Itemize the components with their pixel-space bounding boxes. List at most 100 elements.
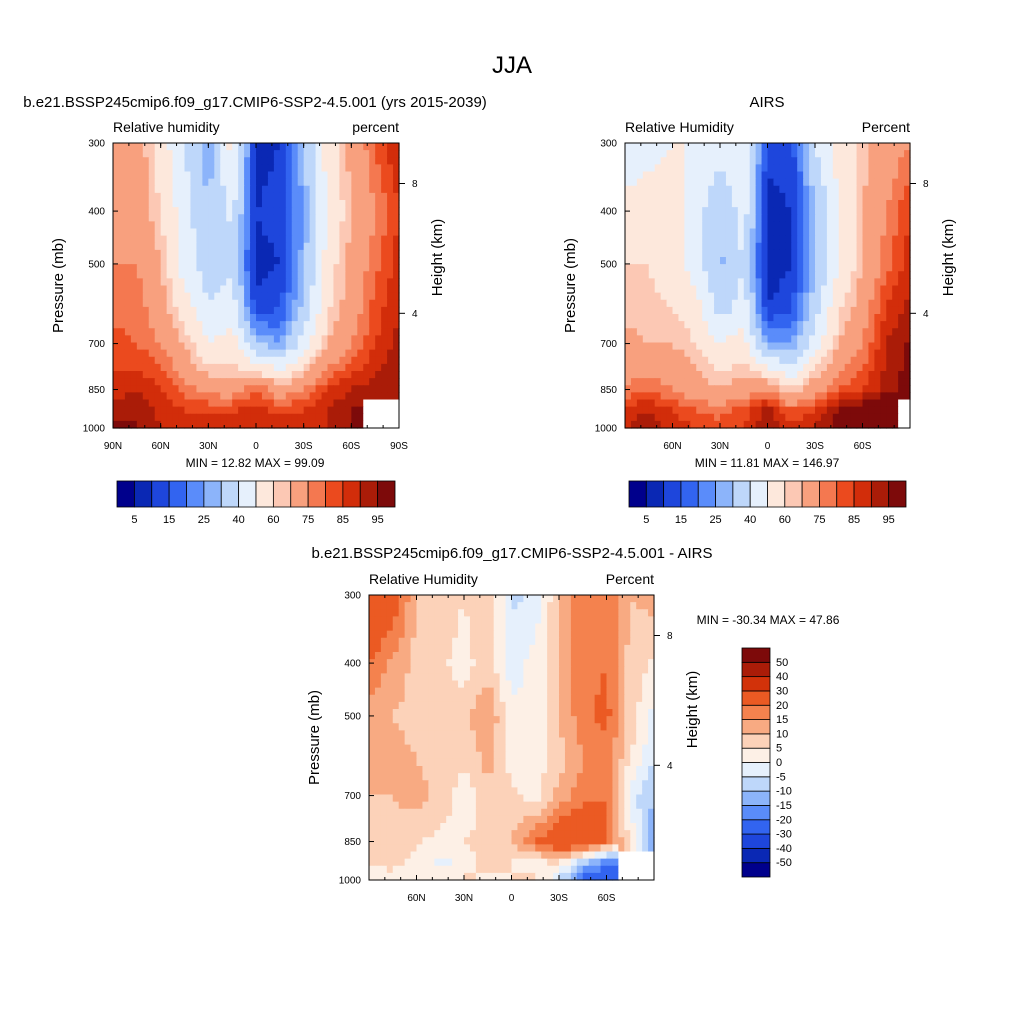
heatmap-cell (333, 257, 341, 265)
heatmap-cell (880, 328, 887, 336)
heatmap-cell (797, 271, 804, 279)
heatmap-cell (862, 392, 870, 401)
heatmap-cell (636, 644, 643, 653)
heatmap-cell (737, 371, 745, 379)
heatmap-cell (749, 200, 757, 208)
heatmap-cell (725, 235, 733, 244)
heatmap-cell (648, 221, 656, 230)
heatmap-cell (630, 285, 638, 294)
heatmap-cell (880, 406, 887, 415)
heatmap-cell (690, 178, 697, 187)
heatmap-cell (856, 164, 864, 173)
heatmap-cell (487, 637, 495, 646)
heatmap-cell (416, 701, 424, 710)
heatmap-cell (737, 178, 745, 187)
heatmap-cell (327, 392, 335, 401)
heatmap-cell (303, 264, 311, 272)
heatmap-cell (868, 214, 875, 222)
heatmap-cell (761, 200, 769, 208)
heatmap-cell (386, 687, 394, 696)
heatmap-cell (880, 349, 887, 358)
colorbar-swatch (801, 480, 820, 508)
heatmap-cell (279, 392, 287, 401)
heatmap-cell (743, 342, 751, 351)
heatmap-cell (393, 420, 400, 429)
heatmap-cell (118, 264, 126, 272)
heatmap-cell (684, 349, 691, 358)
heatmap-cell (202, 192, 209, 201)
heatmap-cell (832, 306, 840, 315)
heatmap-cell (809, 235, 816, 244)
heatmap-cell (226, 392, 233, 401)
heatmap-cell (285, 164, 293, 173)
height-tick-label: 4 (412, 309, 418, 320)
heatmap-cell (666, 356, 674, 365)
heatmap-cell (113, 413, 120, 422)
heatmap-cell (238, 399, 245, 408)
heatmap-cell (523, 716, 530, 724)
heatmap-cell (844, 378, 852, 386)
heatmap-cell (386, 701, 394, 710)
heatmap-cell (684, 192, 691, 201)
heatmap-cell (737, 200, 745, 208)
heatmap-cell (393, 292, 400, 301)
heatmap-cell (392, 595, 400, 603)
heatmap-cell (874, 185, 881, 194)
heatmap-cell (130, 221, 138, 230)
heatmap-cell (809, 342, 816, 351)
heatmap-cell (136, 185, 144, 194)
heatmap-cell (172, 271, 180, 279)
heatmap-cell (743, 292, 751, 301)
heatmap-cell (714, 378, 721, 386)
heatmap-cell (666, 249, 674, 258)
heatmap-cell (261, 356, 269, 365)
x-tick-label: 30S (295, 441, 313, 452)
heatmap-cell (886, 385, 893, 393)
heatmap-cell (285, 371, 293, 379)
heatmap-cell (856, 306, 864, 315)
heatmap-cell (714, 328, 721, 336)
heatmap-cell (797, 321, 804, 329)
heatmap-cell (387, 257, 394, 265)
heatmap-cell (690, 299, 697, 308)
heatmap-cell (570, 630, 578, 639)
heatmap-cell (232, 143, 239, 151)
heatmap-cell (267, 228, 275, 237)
heatmap-cell (856, 171, 864, 180)
heatmap-cell (696, 192, 703, 201)
heatmap-cell (809, 178, 816, 187)
heatmap-cell (422, 644, 429, 653)
heatmap-cell (737, 342, 745, 351)
heatmap-cell (130, 392, 138, 401)
heatmap-cell (190, 342, 198, 351)
heatmap-cell (529, 623, 536, 632)
heatmap-cell (696, 285, 703, 294)
heatmap-cell (630, 392, 638, 401)
heatmap-cell (303, 242, 311, 251)
heatmap-cell (184, 371, 192, 379)
heatmap-cell (636, 623, 643, 632)
heatmap-cell (648, 242, 656, 251)
heatmap-cell (279, 228, 287, 237)
heatmap-cell (136, 420, 144, 429)
heatmap-cell (434, 616, 441, 625)
heatmap-cell (511, 630, 519, 639)
heatmap-cell (297, 292, 305, 301)
heatmap-cell (886, 413, 893, 422)
heatmap-cell (737, 143, 745, 151)
heatmap-cell (832, 171, 840, 180)
heatmap-cell (291, 371, 299, 379)
heatmap-cell (232, 328, 239, 336)
heatmap-cell (345, 356, 352, 365)
heatmap-cell (315, 378, 323, 386)
heatmap-cell (779, 264, 786, 272)
heatmap-cell (785, 192, 792, 201)
heatmap-cell (386, 694, 394, 703)
heatmap-cell (630, 178, 638, 187)
heatmap-cell (618, 680, 625, 689)
heatmap-cell (767, 378, 775, 386)
heatmap-cell (642, 221, 650, 230)
heatmap-cell (232, 178, 239, 187)
heatmap-cell (838, 292, 846, 301)
heatmap-cell (684, 221, 691, 230)
